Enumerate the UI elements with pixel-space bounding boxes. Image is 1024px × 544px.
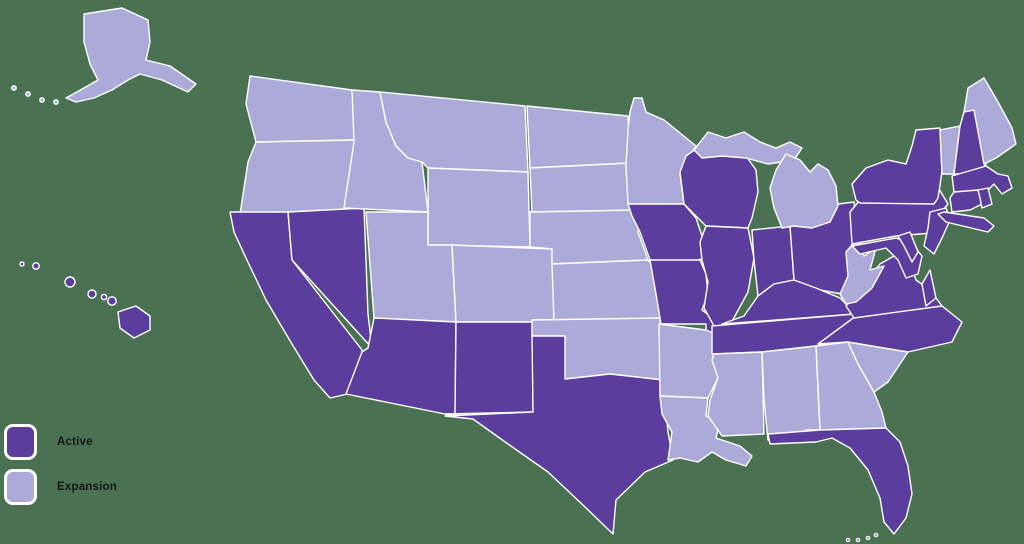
state-tx[interactable]: [444, 335, 674, 535]
state-ct[interactable]: [949, 189, 983, 213]
state-co[interactable]: [451, 244, 555, 323]
state-nd[interactable]: [526, 105, 631, 169]
state-wv[interactable]: [839, 237, 885, 305]
state-ri[interactable]: [977, 187, 993, 209]
legend-item-expansion: Expansion: [4, 469, 117, 505]
state-wa[interactable]: [245, 75, 357, 143]
state-me[interactable]: [963, 77, 1017, 165]
state-ms[interactable]: [707, 351, 765, 437]
state-ky[interactable]: [721, 279, 857, 325]
legend-label-active: Active: [57, 436, 93, 448]
legend: Active Expansion: [4, 424, 117, 505]
legend-label-expansion: Expansion: [57, 481, 117, 493]
state-or[interactable]: [239, 139, 361, 215]
state-mt[interactable]: [379, 91, 529, 173]
legend-swatch-expansion: [4, 469, 37, 505]
state-mi[interactable]: [693, 131, 839, 229]
state-hi[interactable]: [19, 261, 151, 339]
state-sd[interactable]: [529, 162, 643, 213]
state-ks[interactable]: [551, 259, 661, 323]
state-nm[interactable]: [444, 321, 534, 417]
state-ia[interactable]: [627, 203, 711, 263]
state-ar[interactable]: [658, 323, 721, 399]
state-wy[interactable]: [427, 167, 531, 248]
state-fl[interactable]: [767, 427, 913, 543]
state-de[interactable]: [897, 231, 919, 263]
state-al[interactable]: [761, 345, 821, 443]
legend-item-active: Active: [4, 424, 117, 460]
state-ak[interactable]: [11, 7, 197, 105]
legend-swatch-active: [4, 424, 37, 460]
state-ny[interactable]: [851, 127, 995, 233]
